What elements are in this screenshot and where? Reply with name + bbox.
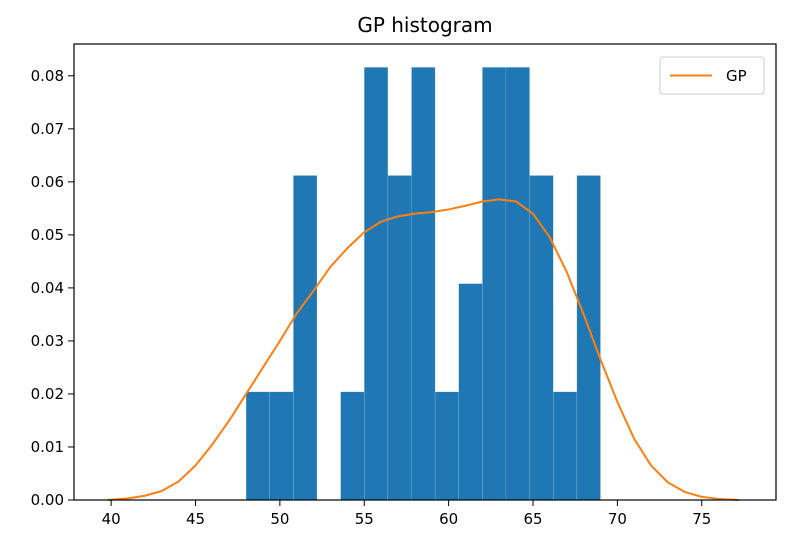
histogram-bar <box>269 391 294 501</box>
histogram-bar <box>576 175 601 501</box>
histogram-bars <box>245 67 601 501</box>
histogram-bar <box>340 391 365 501</box>
y-tick-label: 0.00 <box>31 491 64 509</box>
kde-line-gp <box>107 198 739 501</box>
y-tick-label: 0.01 <box>31 438 64 456</box>
x-tick-label: 55 <box>355 510 374 528</box>
y-tick-label: 0.04 <box>31 279 64 297</box>
x-tick-label: 45 <box>186 510 205 528</box>
histogram-bar <box>364 67 389 501</box>
plot-frame <box>73 43 777 501</box>
histogram-bar <box>245 391 270 501</box>
x-tick-label: 70 <box>608 510 627 528</box>
histogram-bar <box>505 67 530 501</box>
histogram-bar <box>553 391 578 501</box>
kde-line-group <box>107 198 739 501</box>
legend-label-gp: GP <box>726 67 747 85</box>
y-tick-label: 0.03 <box>31 332 64 350</box>
y-axis: 0.00 0.01 0.02 0.03 0.04 0.05 0.06 0.07 0.08 <box>31 67 74 509</box>
histogram-bar <box>293 175 318 501</box>
x-axis: 40 45 50 55 60 65 70 75 <box>102 500 711 528</box>
y-tick-label: 0.07 <box>31 120 64 138</box>
histogram-bar <box>458 283 483 501</box>
histogram-bar <box>411 67 436 501</box>
y-tick-label: 0.02 <box>31 385 64 403</box>
y-tick-label: 0.06 <box>31 173 64 191</box>
x-tick-label: 65 <box>523 510 542 528</box>
x-tick-label: 50 <box>270 510 289 528</box>
x-tick-label: 60 <box>439 510 458 528</box>
x-tick-label: 75 <box>692 510 711 528</box>
y-tick-label: 0.08 <box>31 67 64 85</box>
x-tick-label: 40 <box>102 510 121 528</box>
y-tick-label: 0.05 <box>31 226 64 244</box>
legend: GP <box>659 56 765 95</box>
histogram-bar <box>482 67 507 501</box>
histogram-bar <box>387 175 412 501</box>
histogram-bar <box>434 391 459 501</box>
chart-title: GP histogram <box>357 13 492 37</box>
